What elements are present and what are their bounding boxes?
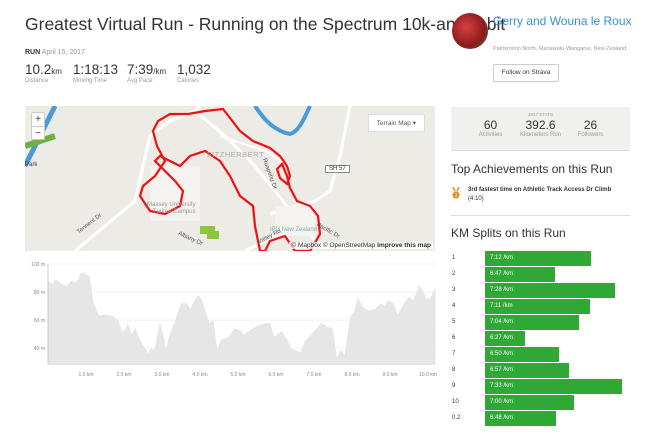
split-bar[interactable]: 6:47 /km [485, 267, 555, 282]
improve-map-link[interactable]: Improve this map [377, 242, 431, 249]
split-bar[interactable]: 7:12 /km [485, 251, 592, 266]
x-tick-label: 3.0 km [154, 372, 169, 378]
split-km: 7 [452, 351, 456, 357]
x-tick-label: 1.0 km [78, 372, 93, 378]
map-label: FITZHERBERT [207, 150, 265, 159]
achievements-title: Top Achievements on this Run [451, 162, 613, 176]
year-stat: 26 Followers [577, 118, 604, 138]
zoom-in-button[interactable]: + [35, 114, 41, 125]
split-km: 4 [452, 303, 456, 309]
stat-0: 10.2km Distance [25, 62, 62, 84]
divider [451, 215, 630, 216]
year-stats-title: 2017 STATS [527, 112, 554, 117]
map-label: Turitea Campus [153, 209, 196, 215]
y-tick-label: 40 m [34, 346, 45, 352]
elevation-chart: 100 m 80 m 60 m 40 m 1.0 km 2.0 km 3.0 km 4.0 k… [31, 262, 437, 378]
year-stats-panel: 2017 STATS 60 Activities 392.6 Kilometers R… [451, 107, 630, 151]
split-bar[interactable]: 7:00 /km [485, 395, 574, 410]
activity-meta: RUN April 15, 2017 [25, 49, 85, 56]
athlete-name[interactable]: Gerry and Wouna le Roux [493, 14, 632, 28]
split-km: 1 [452, 255, 456, 261]
split-km: 9 [452, 383, 456, 389]
y-tick-label: 100 m [31, 262, 45, 268]
split-km: 0.2 [452, 415, 461, 421]
y-tick-label: 60 m [34, 318, 45, 324]
year-stat: 392.6 Kilometers Run [519, 118, 561, 138]
medal-icon: 3 [452, 187, 460, 199]
x-tick-label: 5.0 km [230, 372, 245, 378]
map-layer-select[interactable]: Terrain Map ▾ [367, 114, 425, 132]
activity-type: RUN [25, 49, 41, 56]
split-bar[interactable]: 7:04 /km [485, 315, 580, 330]
athlete-avatar[interactable] [452, 13, 488, 49]
map-label: Park [25, 162, 38, 168]
x-tick-label: 4.0 km [192, 372, 207, 378]
x-tick-label: 10.0 km [419, 372, 437, 378]
split-bar[interactable]: 7:28 /km [485, 283, 615, 298]
split-bar[interactable]: 6:48 /km [485, 411, 557, 426]
stat-3: 1,032 Calories [177, 62, 211, 84]
split-km: 2 [452, 271, 456, 277]
x-tick-label: 8.0 km [344, 372, 359, 378]
zoom-out-button[interactable]: − [32, 126, 44, 139]
split-bar[interactable]: 6:27 /km [485, 331, 526, 346]
split-km: 5 [452, 319, 456, 325]
split-bar[interactable]: 6:50 /km [485, 347, 559, 362]
map-canvas [25, 106, 352, 251]
map-label: Massey University [147, 202, 196, 208]
stat-1: 1:18:13 Moving Time [73, 62, 119, 84]
segment-link[interactable]: Athletic Track Access Dr Climb [522, 187, 612, 193]
athlete-location: Palmerston North, Manawatu-Wanganui, New… [493, 46, 627, 52]
splits-title: KM Splits on this Run [451, 226, 566, 240]
y-tick-label: 80 m [34, 290, 45, 296]
caret-down-icon: ▾ [412, 120, 416, 127]
split-km: 3 [452, 287, 456, 293]
route-map[interactable]: + − Terrain Map ▾ FITZHERBERT SH 57 Masse… [25, 106, 435, 251]
svg-text:3: 3 [455, 193, 458, 199]
split-km: 10 [452, 399, 459, 405]
split-bar[interactable]: 6:57 /km [485, 363, 570, 378]
year-stat: 60 Activities [478, 118, 503, 138]
map-label: IPU New Zealand [270, 227, 318, 233]
follow-button[interactable]: Follow on Strava [493, 64, 559, 82]
x-tick-label: 7.0 km [306, 372, 321, 378]
elevation-area [48, 272, 436, 365]
achievement-item: 3rd fastest time on Athletic Track Acces… [468, 187, 612, 202]
stat-2: 7:39/km Avg Pace [127, 62, 167, 84]
x-tick-label: 9.0 km [382, 372, 397, 378]
x-tick-label: 6.0 km [268, 372, 283, 378]
split-bar[interactable]: 7:33 /km [485, 379, 622, 394]
highway-shield: SH 57 [325, 165, 350, 173]
split-km: 6 [452, 335, 456, 341]
split-bar[interactable]: 7:11 /km [485, 299, 590, 314]
activity-title: Greatest Virtual Run - Running on the Sp… [25, 14, 506, 34]
map-attribution: © Mapbox © OpenStreetMap Improve this ma… [289, 242, 433, 249]
activity-date: April 15, 2017 [41, 49, 85, 56]
x-tick-label: 2.0 km [116, 372, 131, 378]
split-km: 8 [452, 367, 456, 373]
